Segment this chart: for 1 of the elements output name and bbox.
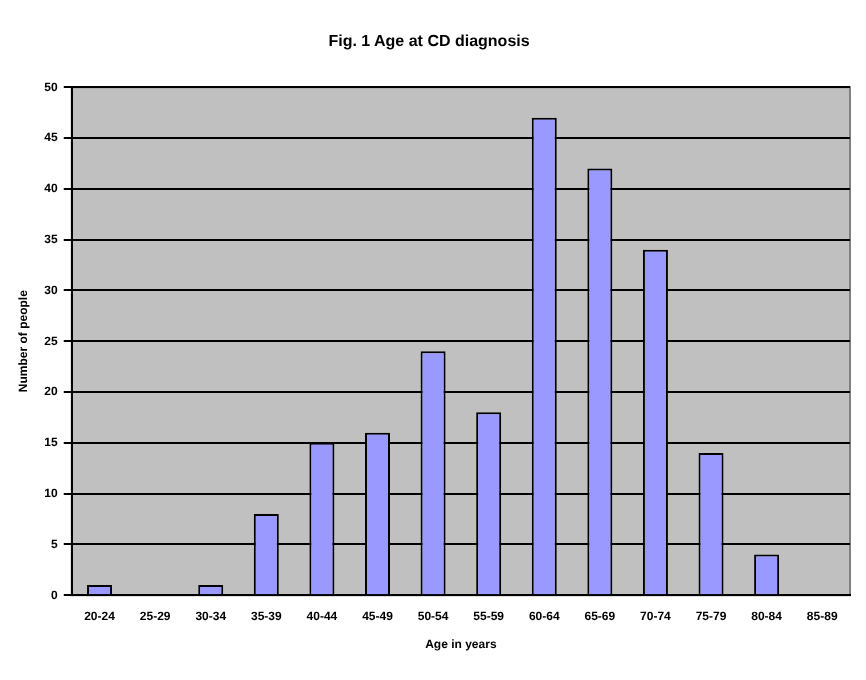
- chart-title: Fig. 1 Age at CD diagnosis: [328, 32, 531, 51]
